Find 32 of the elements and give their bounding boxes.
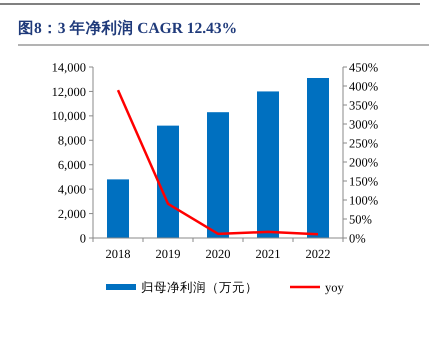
y-tick-label: 4,000: [58, 182, 86, 197]
legend-label: 归母净利润（万元）: [141, 280, 258, 294]
y-tick-label: 14,000: [52, 60, 86, 74]
y2-tick-label: 100%: [349, 193, 378, 208]
x-tick-label: 2019: [156, 247, 180, 261]
bar: [207, 112, 229, 238]
line-series: [116, 88, 320, 236]
x-tick-label: 2020: [206, 247, 230, 261]
y2-tick-label: 200%: [349, 155, 378, 170]
y-tick-label: 12,000: [52, 84, 86, 99]
y2-tick-label: 400%: [349, 79, 378, 94]
y-tick-label: 2,000: [58, 206, 86, 221]
x-tick-label: 2022: [306, 247, 330, 261]
y-tick-label: 8,000: [58, 134, 86, 148]
y2-tick-label: 150%: [349, 174, 378, 188]
legend-label: yoy: [325, 280, 344, 294]
y2-tick-label: 350%: [349, 98, 378, 112]
y-tick-label: 0: [80, 231, 86, 246]
y2-tick-label: 250%: [349, 136, 378, 150]
bar: [307, 78, 329, 238]
x-tick-label: 2018: [106, 247, 130, 261]
y2-tick-label: 300%: [349, 117, 378, 132]
bar: [257, 91, 279, 238]
x-tick-label: 2021: [256, 247, 280, 261]
y2-tick-label: 50%: [349, 212, 372, 226]
chart-title: 图8：3 年净利润 CAGR 12.43%: [18, 19, 238, 37]
y2-tick-label: 0%: [349, 231, 366, 246]
y-tick-label: 10,000: [52, 109, 86, 124]
y-tick-label: 6,000: [58, 158, 86, 172]
y2-tick-label: 450%: [349, 60, 378, 74]
bar: [107, 179, 129, 238]
bar: [157, 126, 179, 238]
